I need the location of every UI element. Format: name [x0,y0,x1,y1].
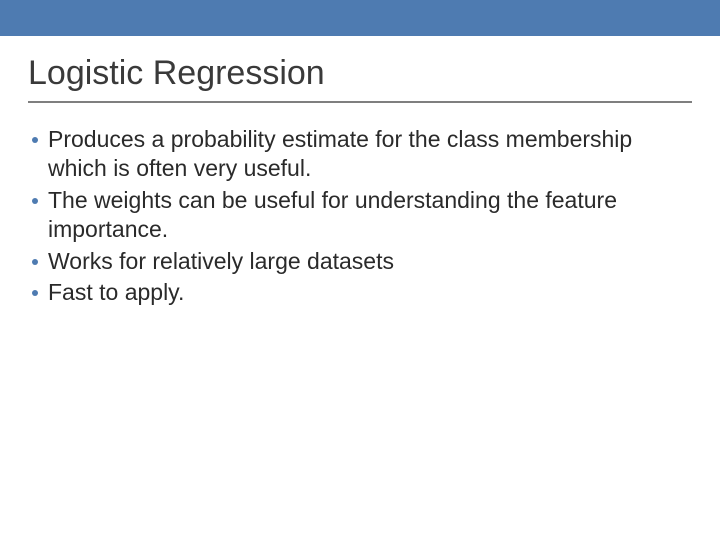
slide-content: Logistic Regression Produces a probabili… [0,36,720,308]
bullet-text: Produces a probability estimate for the … [48,125,692,184]
bullet-text: The weights can be useful for understand… [48,186,692,245]
bullet-icon [32,290,38,296]
list-item: Produces a probability estimate for the … [32,125,692,184]
bullet-icon [32,259,38,265]
bullet-icon [32,198,38,204]
bullet-text: Works for relatively large datasets [48,247,692,276]
list-item: Works for relatively large datasets [32,247,692,276]
bullet-list: Produces a probability estimate for the … [28,103,692,308]
slide-top-bar [0,0,720,36]
list-item: Fast to apply. [32,278,692,307]
list-item: The weights can be useful for understand… [32,186,692,245]
bullet-text: Fast to apply. [48,278,692,307]
slide-title: Logistic Regression [28,36,692,103]
bullet-icon [32,137,38,143]
